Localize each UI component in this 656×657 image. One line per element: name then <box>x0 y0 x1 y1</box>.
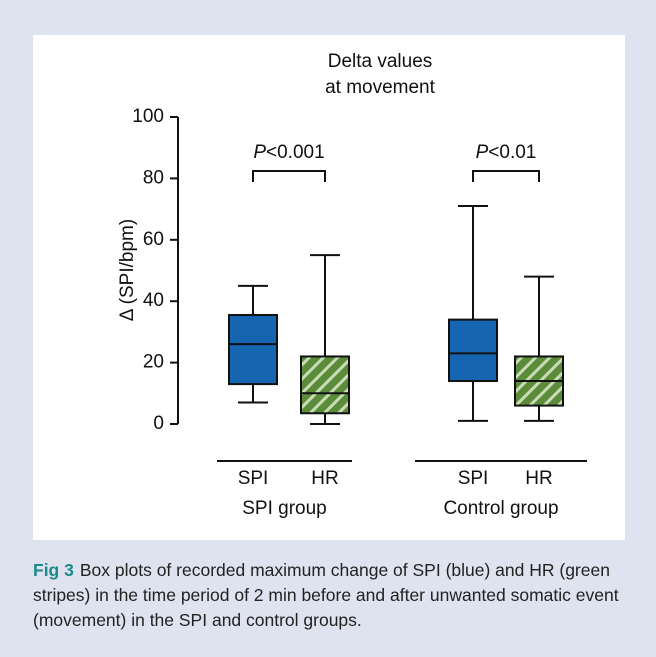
y-tick-label: 20 <box>143 352 164 373</box>
group-label: SPI group <box>242 498 327 519</box>
caption: Fig 3 Box plots of recorded maximum chang… <box>33 558 633 633</box>
significance-bracket <box>252 170 326 182</box>
caption-text: Box plots of recorded maximum change of … <box>33 560 619 630</box>
x-tick-label: HR <box>311 468 338 489</box>
caption-label: Fig 3 <box>33 560 74 580</box>
y-tick-label: 100 <box>132 106 164 127</box>
chart-title: Delta values <box>328 51 433 72</box>
annotation-text: <0.01 <box>488 142 536 163</box>
group-label: Control group <box>443 498 558 519</box>
box <box>300 355 350 415</box>
x-tick-label: SPI <box>458 468 489 489</box>
y-axis-label: Δ (SPI/bpm) <box>117 219 138 321</box>
annotation-italic: P <box>476 142 489 163</box>
annotation-text: <0.001 <box>266 142 325 163</box>
annotation: P<0.001 <box>253 142 324 163</box>
y-tick-label: 40 <box>143 290 164 311</box>
figure-panel <box>33 35 625 540</box>
y-tick-label: 0 <box>153 413 164 434</box>
chart-title: at movement <box>325 77 436 98</box>
annotation-italic: P <box>253 142 266 163</box>
significance-bracket <box>472 170 540 182</box>
chart: Delta values at movement 0 20 40 60 80 100 Δ (SP… <box>117 51 587 519</box>
y-tick-label: 80 <box>143 167 164 188</box>
box <box>228 314 278 386</box>
y-tick-label: 60 <box>143 229 164 250</box>
box <box>448 318 498 383</box>
annotation: P<0.01 <box>476 142 537 163</box>
x-tick-label: SPI <box>238 468 269 489</box>
x-tick-label: HR <box>525 468 552 489</box>
